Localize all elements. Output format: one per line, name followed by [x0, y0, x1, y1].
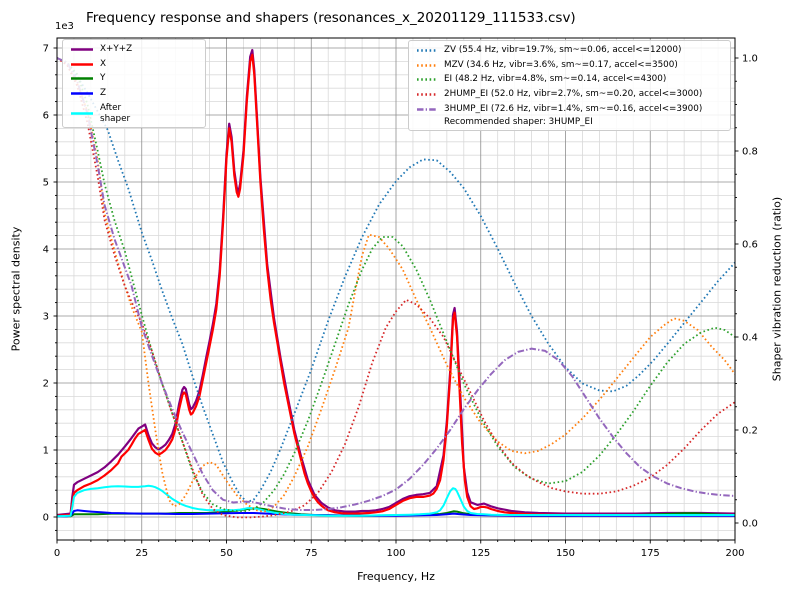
svg-text:5: 5: [43, 178, 49, 189]
recommended-shaper-text: Recommended shaper: 3HUMP_EI: [444, 116, 593, 127]
x-axis-label: Frequency, Hz: [357, 570, 435, 583]
y-axis-offset-text: 1e3: [55, 21, 74, 32]
legend-swatch: [417, 93, 437, 96]
legend-psd: X+Y+Z X Y Z After shaper: [62, 39, 206, 129]
svg-text:0: 0: [43, 513, 49, 524]
legend-swatch: [417, 78, 437, 81]
tick-marks: [53, 47, 739, 544]
series-x: [57, 53, 735, 517]
legend-item: EI (48.2 Hz, vibr=4.8%, sm~=0.14, accel<…: [416, 74, 724, 85]
svg-text:50: 50: [220, 548, 233, 559]
svg-text:7: 7: [43, 44, 49, 55]
svg-text:1: 1: [43, 446, 49, 457]
legend-swatch: [417, 108, 437, 111]
svg-text:150: 150: [556, 548, 575, 559]
legend-swatch: [71, 62, 93, 66]
series-curves: [57, 48, 735, 519]
legend-shapers-items: ZV (55.4 Hz, vibr=19.7%, sm~=0.06, accel…: [416, 45, 724, 115]
legend-item-label: 2HUMP_EI (52.0 Hz, vibr=2.7%, sm~=0.20, …: [444, 89, 703, 100]
legend-item: ZV (55.4 Hz, vibr=19.7%, sm~=0.06, accel…: [416, 45, 724, 56]
series-hump2: [57, 57, 735, 519]
svg-text:0.8: 0.8: [742, 147, 758, 158]
legend-item: Y: [70, 73, 199, 84]
svg-text:100: 100: [386, 548, 405, 559]
legend-item-label: X: [100, 58, 107, 69]
chart-title: Frequency response and shapers (resonanc…: [86, 10, 576, 26]
series-hump3: [57, 57, 735, 511]
legend-item-label: 3HUMP_EI (72.6 Hz, vibr=1.4%, sm~=0.16, …: [444, 103, 703, 114]
svg-text:0.6: 0.6: [742, 240, 758, 251]
y-right-tick-labels: 0.0 0.2 0.4 0.6 0.8 1.0: [742, 54, 758, 530]
svg-text:25: 25: [135, 548, 148, 559]
legend-item-label: ZV (55.4 Hz, vibr=19.7%, sm~=0.06, accel…: [444, 45, 682, 55]
svg-text:2: 2: [43, 379, 49, 390]
legend-item: 3HUMP_EI (72.6 Hz, vibr=1.4%, sm~=0.16, …: [416, 104, 724, 115]
legend-item-label: EI (48.2 Hz, vibr=4.8%, sm~=0.14, accel<…: [444, 74, 667, 85]
legend-swatch: [417, 49, 437, 52]
svg-text:6: 6: [43, 111, 49, 122]
legend-shapers: ZV (55.4 Hz, vibr=19.7%, sm~=0.06, accel…: [408, 40, 731, 132]
legend-item-label: X+Y+Z: [100, 44, 133, 54]
svg-text:0.0: 0.0: [742, 519, 758, 530]
svg-text:0.2: 0.2: [742, 426, 758, 437]
y-axis-label-left: Power spectral density: [9, 226, 23, 352]
legend-item: 2HUMP_EI (52.0 Hz, vibr=2.7%, sm~=0.20, …: [416, 89, 724, 100]
x-tick-labels: 0 25 50 75 100 125 150 175 200: [54, 548, 745, 559]
svg-text:125: 125: [471, 548, 490, 559]
svg-text:3: 3: [43, 312, 49, 323]
svg-text:4: 4: [43, 245, 49, 256]
legend-item-label: After shaper: [100, 102, 131, 124]
legend-item: Z: [70, 88, 199, 99]
legend-item-label: Z: [100, 88, 107, 99]
legend-swatch: [71, 112, 93, 115]
series-z: [57, 509, 735, 518]
y-left-tick-labels: 0 1 2 3 4 5 6 7: [43, 44, 49, 524]
series-zv: [57, 57, 735, 504]
legend-item: After shaper: [70, 103, 199, 124]
svg-text:175: 175: [641, 548, 660, 559]
svg-text:75: 75: [305, 548, 318, 559]
legend-item: X: [70, 59, 199, 70]
legend-item: X+Y+Z: [70, 44, 199, 55]
svg-text:0.4: 0.4: [742, 333, 758, 344]
svg-text:1.0: 1.0: [742, 54, 758, 65]
svg-text:0: 0: [54, 548, 60, 559]
legend-swatch: [71, 48, 93, 51]
legend-item-label: MZV (34.6 Hz, vibr=3.6%, sm~=0.17, accel…: [444, 59, 678, 70]
legend-swatch: [417, 63, 437, 67]
legend-item-label: Y: [100, 73, 106, 84]
legend-item: MZV (34.6 Hz, vibr=3.6%, sm~=0.17, accel…: [416, 60, 724, 71]
svg-text:200: 200: [725, 548, 744, 559]
y-axis-label-right: Shaper vibration reduction (ratio): [770, 196, 784, 382]
legend-swatch: [71, 92, 93, 95]
series-ei: [57, 57, 735, 513]
legend-swatch: [71, 77, 93, 80]
